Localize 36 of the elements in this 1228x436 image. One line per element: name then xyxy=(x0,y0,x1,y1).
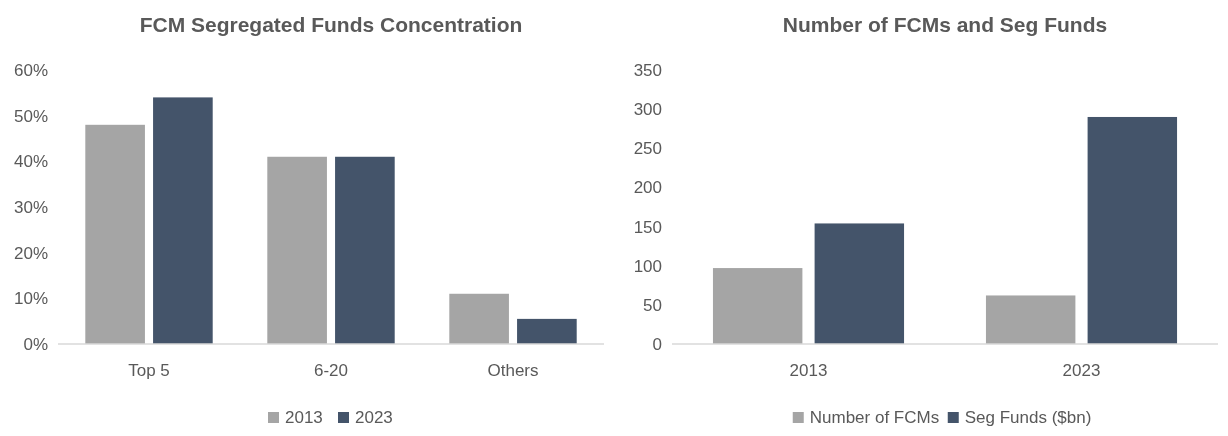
y-tick-label: 30% xyxy=(13,197,48,217)
y-tick-label: 350 xyxy=(633,60,662,80)
y-tick-label: 200 xyxy=(633,178,662,198)
y-tick-label: 40% xyxy=(13,152,48,172)
chart-title: Number of FCMs and Seg Funds xyxy=(782,13,1108,36)
chart-title: FCM Segregated Funds Concentration xyxy=(139,13,523,36)
bar xyxy=(814,223,905,344)
y-tick-label: 250 xyxy=(633,139,662,159)
y-tick-label: 0% xyxy=(23,334,48,354)
legend-label: 2013 xyxy=(285,408,323,427)
y-tick-label: 50% xyxy=(13,106,48,126)
x-tick-label: Top 5 xyxy=(128,361,170,380)
x-tick-label: 2023 xyxy=(1062,361,1101,380)
bar xyxy=(153,97,213,344)
legend-label: 2023 xyxy=(355,408,393,427)
bar xyxy=(517,318,577,344)
x-tick-label: 6-20 xyxy=(313,361,349,380)
legend-label: Number of FCMs xyxy=(809,408,940,427)
bar xyxy=(335,156,395,344)
y-tick-label: 0 xyxy=(652,334,662,354)
bar xyxy=(1087,116,1178,344)
bar xyxy=(712,268,803,344)
y-tick-label: 10% xyxy=(13,289,48,309)
y-tick-label: 100 xyxy=(633,256,662,276)
y-tick-label: 300 xyxy=(633,100,662,120)
bar xyxy=(267,156,327,344)
x-tick-label: Others xyxy=(487,361,539,380)
bar xyxy=(449,293,509,344)
y-tick-label: 150 xyxy=(633,217,662,237)
x-tick-label: 2013 xyxy=(789,361,828,380)
y-tick-label: 50 xyxy=(643,295,662,315)
bar xyxy=(85,124,145,344)
y-tick-label: 60% xyxy=(13,60,48,80)
bar xyxy=(985,295,1076,344)
legend-label: Seg Funds ($bn) xyxy=(964,408,1092,427)
y-tick-label: 20% xyxy=(13,243,48,263)
